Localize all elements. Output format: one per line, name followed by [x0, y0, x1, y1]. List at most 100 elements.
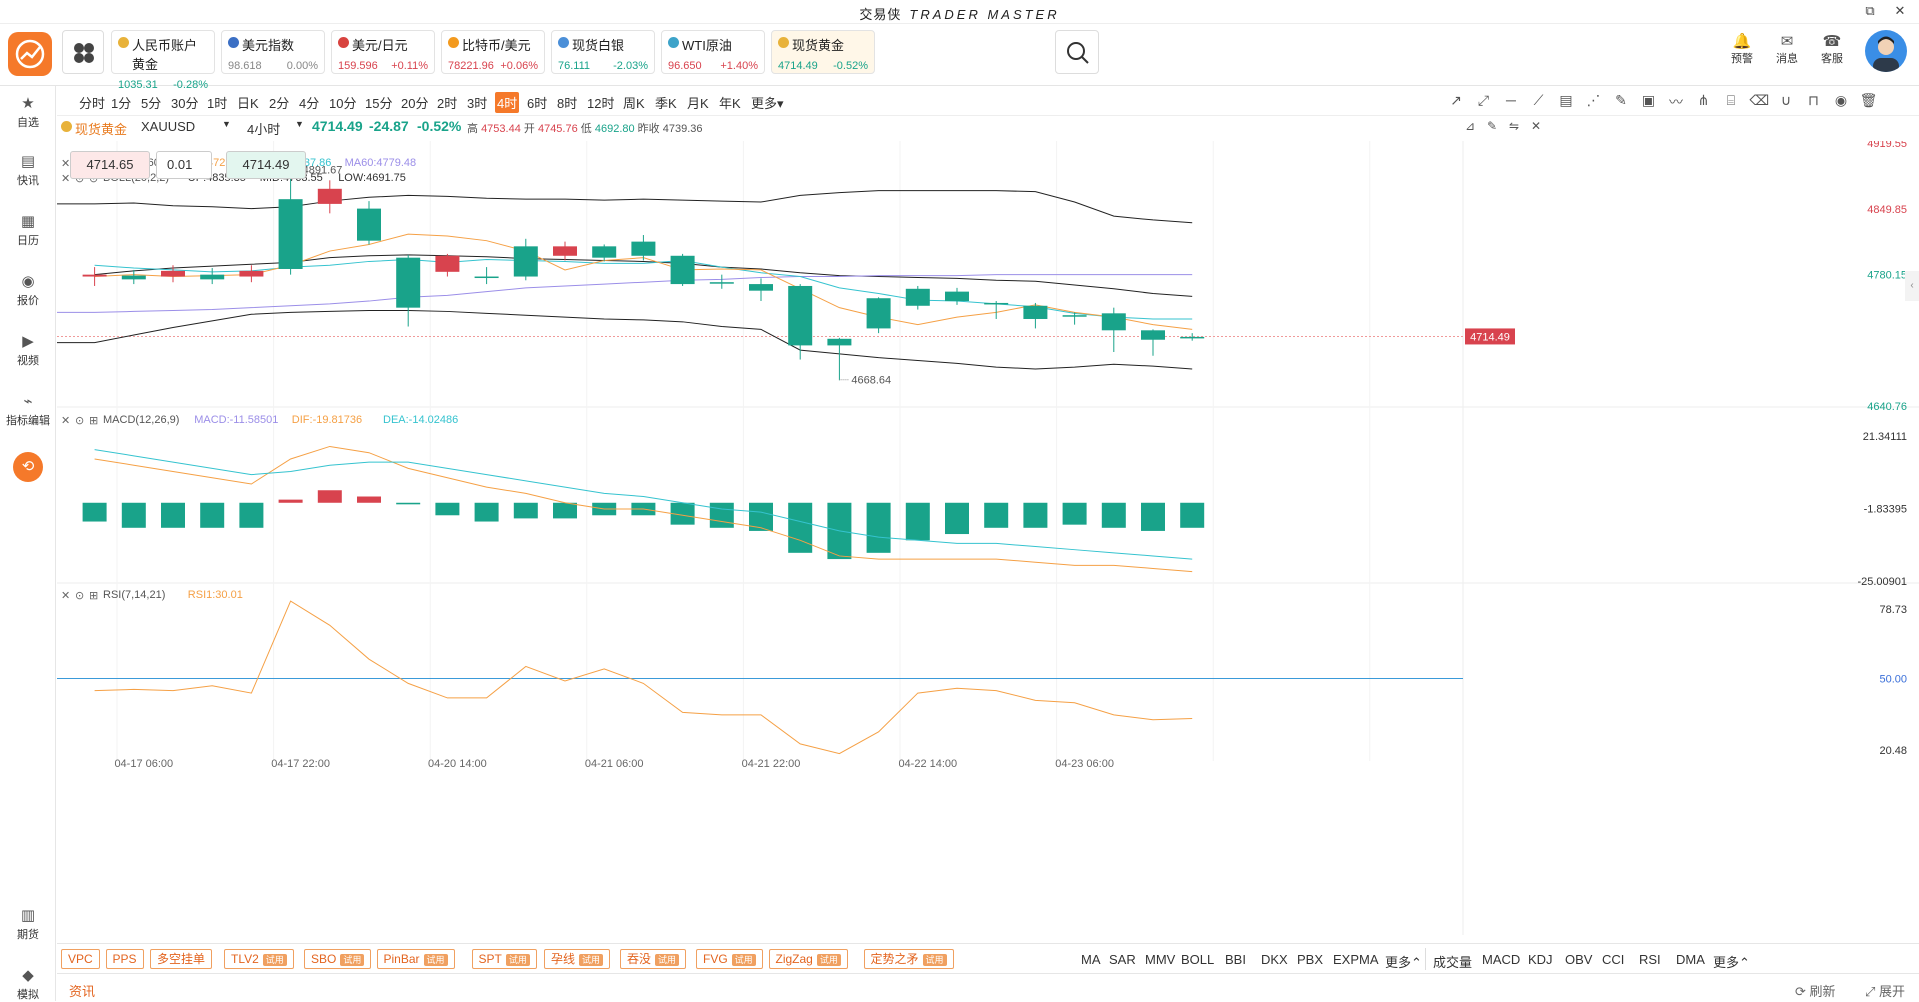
- period-select[interactable]: 4小时: [247, 122, 281, 137]
- main-indicator-8[interactable]: 更多⌃: [1385, 955, 1422, 970]
- timeframe-17[interactable]: 周K: [623, 96, 645, 111]
- main-indicator-1[interactable]: SAR: [1109, 952, 1136, 967]
- drawing-tool-icon[interactable]: ⊓: [1808, 92, 1819, 108]
- toolbar-service-button[interactable]: ☎ 客服: [1814, 32, 1850, 66]
- toolbar-message-button[interactable]: ✉ 消息: [1769, 32, 1805, 66]
- ticker-card[interactable]: 人民币账户黄金 1035.31 -0.28%: [111, 30, 215, 91]
- strategy-tag[interactable]: ZigZag 试用: [768, 949, 848, 969]
- nav-item[interactable]: ⌁ 指标编辑: [0, 392, 56, 428]
- timeframe-11[interactable]: 2时: [437, 96, 458, 111]
- timeframe-12[interactable]: 3时: [467, 96, 488, 111]
- strategy-tag[interactable]: SBO 试用: [304, 949, 372, 969]
- drawing-tool-icon[interactable]: ▤: [1559, 92, 1573, 108]
- strategy-tag[interactable]: PinBar 试用: [376, 949, 455, 969]
- ticker-card[interactable]: WTI原油 96.650 +1.40%: [661, 30, 765, 74]
- nav-item[interactable]: ◉ 报价: [0, 272, 56, 308]
- settings-icon[interactable]: ⊙: [89, 173, 99, 185]
- timeframe-16[interactable]: 12时: [587, 96, 615, 111]
- ticker-card[interactable]: 美元指数 98.618 0.00%: [221, 30, 325, 74]
- main-indicator-2[interactable]: MMV: [1145, 952, 1176, 967]
- sell-price-button[interactable]: 4714.65: [70, 151, 150, 179]
- chart-area[interactable]: 4891.67 4668.64 4919.55 4849.85 4780.15 4640.…: [57, 138, 1919, 935]
- timeframe-20[interactable]: 年K: [719, 96, 741, 111]
- ticker-card[interactable]: 现货黄金 4714.49 -0.52%: [771, 30, 875, 74]
- chart-canvas[interactable]: 4891.67 4668.64 4919.55 4849.85 4780.15 4640.…: [57, 138, 1919, 935]
- symbol-code[interactable]: XAUUSD: [141, 119, 196, 134]
- timeframe-5[interactable]: 日K: [237, 96, 259, 111]
- avatar[interactable]: [1865, 30, 1907, 72]
- sub-indicator-7[interactable]: 更多⌃: [1713, 955, 1750, 970]
- timeframe-19[interactable]: 月K: [687, 96, 709, 111]
- sub-indicator-2[interactable]: KDJ: [1528, 952, 1553, 967]
- sub-indicator-6[interactable]: DMA: [1676, 952, 1705, 967]
- drawing-tool-icon[interactable]: ─: [1506, 92, 1516, 108]
- lot-size-input[interactable]: 0.01: [156, 151, 212, 179]
- edit-icon[interactable]: ✎: [1486, 119, 1498, 133]
- strategy-tag[interactable]: VPC: [61, 949, 100, 969]
- nav-item[interactable]: ▦ 日历: [0, 212, 56, 248]
- drawing-tool-icon[interactable]: ⌫: [1749, 92, 1770, 108]
- timeframe-15[interactable]: 8时: [557, 96, 578, 111]
- main-indicator-4[interactable]: BBI: [1225, 952, 1246, 967]
- strategy-tag[interactable]: 吞没 试用: [620, 949, 687, 969]
- compare-icon[interactable]: ⇋: [1508, 119, 1520, 133]
- remove-indicator-icon[interactable]: ✕: [61, 158, 71, 170]
- strategy-tag[interactable]: 孕线 试用: [544, 949, 611, 969]
- drawing-tool-icon[interactable]: ⟋: [1533, 92, 1544, 108]
- drawing-tool-icon[interactable]: 🗑: [1859, 92, 1878, 108]
- sub-indicator-3[interactable]: OBV: [1565, 952, 1593, 967]
- macd-indicator-name[interactable]: MACD(12,26,9): [103, 414, 180, 426]
- drawing-tool-icon[interactable]: ⌸: [1726, 92, 1736, 108]
- strategy-tag[interactable]: 定势之矛 试用: [863, 949, 954, 969]
- remove-indicator-icon[interactable]: ✕: [61, 590, 71, 602]
- period-dropdown-icon[interactable]: ▼: [295, 119, 304, 129]
- buy-price-button[interactable]: 4714.49: [226, 151, 306, 179]
- timeframe-18[interactable]: 季K: [655, 96, 677, 111]
- chart-setting-icon[interactable]: ⊿: [1464, 119, 1476, 133]
- settings-icon[interactable]: ⊙: [75, 415, 85, 427]
- toolbar-alert-button[interactable]: 🔔 预警: [1724, 32, 1760, 66]
- drawing-tool-icon[interactable]: ◉: [1834, 92, 1848, 108]
- main-indicator-5[interactable]: DKX: [1261, 952, 1288, 967]
- hide-indicator-icon[interactable]: ⊙: [75, 173, 85, 185]
- timeframe-14[interactable]: 6时: [527, 96, 548, 111]
- expand-icon[interactable]: ⊞: [89, 590, 99, 602]
- restore-window-button[interactable]: ⧉: [1865, 3, 1875, 18]
- nav-item[interactable]: ⟲: [0, 452, 56, 482]
- news-tab[interactable]: 资讯: [69, 984, 96, 999]
- drawing-tool-icon[interactable]: 〰: [1669, 94, 1683, 110]
- collapse-panel-icon[interactable]: ‹: [1905, 271, 1919, 301]
- strategy-tag[interactable]: SPT 试用: [471, 949, 537, 969]
- settings-icon[interactable]: ⊙: [75, 590, 85, 602]
- refresh-button[interactable]: ⟳ 刷新: [1795, 984, 1836, 999]
- timeframe-7[interactable]: 4分: [299, 96, 320, 111]
- timeframe-4[interactable]: 1时: [207, 96, 228, 111]
- timeframe-0[interactable]: 分时: [79, 96, 106, 111]
- timeframe-3[interactable]: 30分: [171, 96, 199, 111]
- app-logo[interactable]: [8, 32, 52, 76]
- timeframe-6[interactable]: 2分: [269, 96, 290, 111]
- strategy-tag[interactable]: TLV2 试用: [224, 949, 294, 969]
- timeframe-9[interactable]: 15分: [365, 96, 393, 111]
- remove-indicator-icon[interactable]: ✕: [61, 415, 71, 427]
- timeframe-2[interactable]: 5分: [141, 96, 162, 111]
- nav-item[interactable]: ★ 自选: [0, 94, 56, 130]
- drawing-tool-icon[interactable]: ∪: [1780, 92, 1792, 108]
- drawing-tool-icon[interactable]: ✎: [1615, 92, 1627, 108]
- nav-item[interactable]: ▤ 快讯: [0, 152, 56, 188]
- timeframe-1[interactable]: 1分: [111, 96, 132, 111]
- sub-indicator-4[interactable]: CCI: [1602, 952, 1625, 967]
- sub-indicator-1[interactable]: MACD: [1482, 952, 1521, 967]
- apps-grid-button[interactable]: [62, 30, 104, 74]
- main-indicator-0[interactable]: MA: [1081, 952, 1101, 967]
- sub-indicator-5[interactable]: RSI: [1639, 952, 1661, 967]
- expand-news-button[interactable]: ⤢ 展开: [1865, 984, 1906, 999]
- rsi-indicator-name[interactable]: RSI(7,14,21): [103, 589, 166, 601]
- ticker-card[interactable]: 现货白银 76.111 -2.03%: [551, 30, 655, 74]
- remove-indicator-icon[interactable]: ✕: [61, 173, 71, 185]
- main-indicator-7[interactable]: EXPMA: [1333, 952, 1379, 967]
- close-window-button[interactable]: ✕: [1894, 3, 1906, 18]
- symbol-dropdown-icon[interactable]: ▼: [222, 119, 231, 129]
- drawing-tool-icon[interactable]: ⤢: [1477, 92, 1490, 108]
- main-indicator-3[interactable]: BOLL: [1181, 952, 1215, 967]
